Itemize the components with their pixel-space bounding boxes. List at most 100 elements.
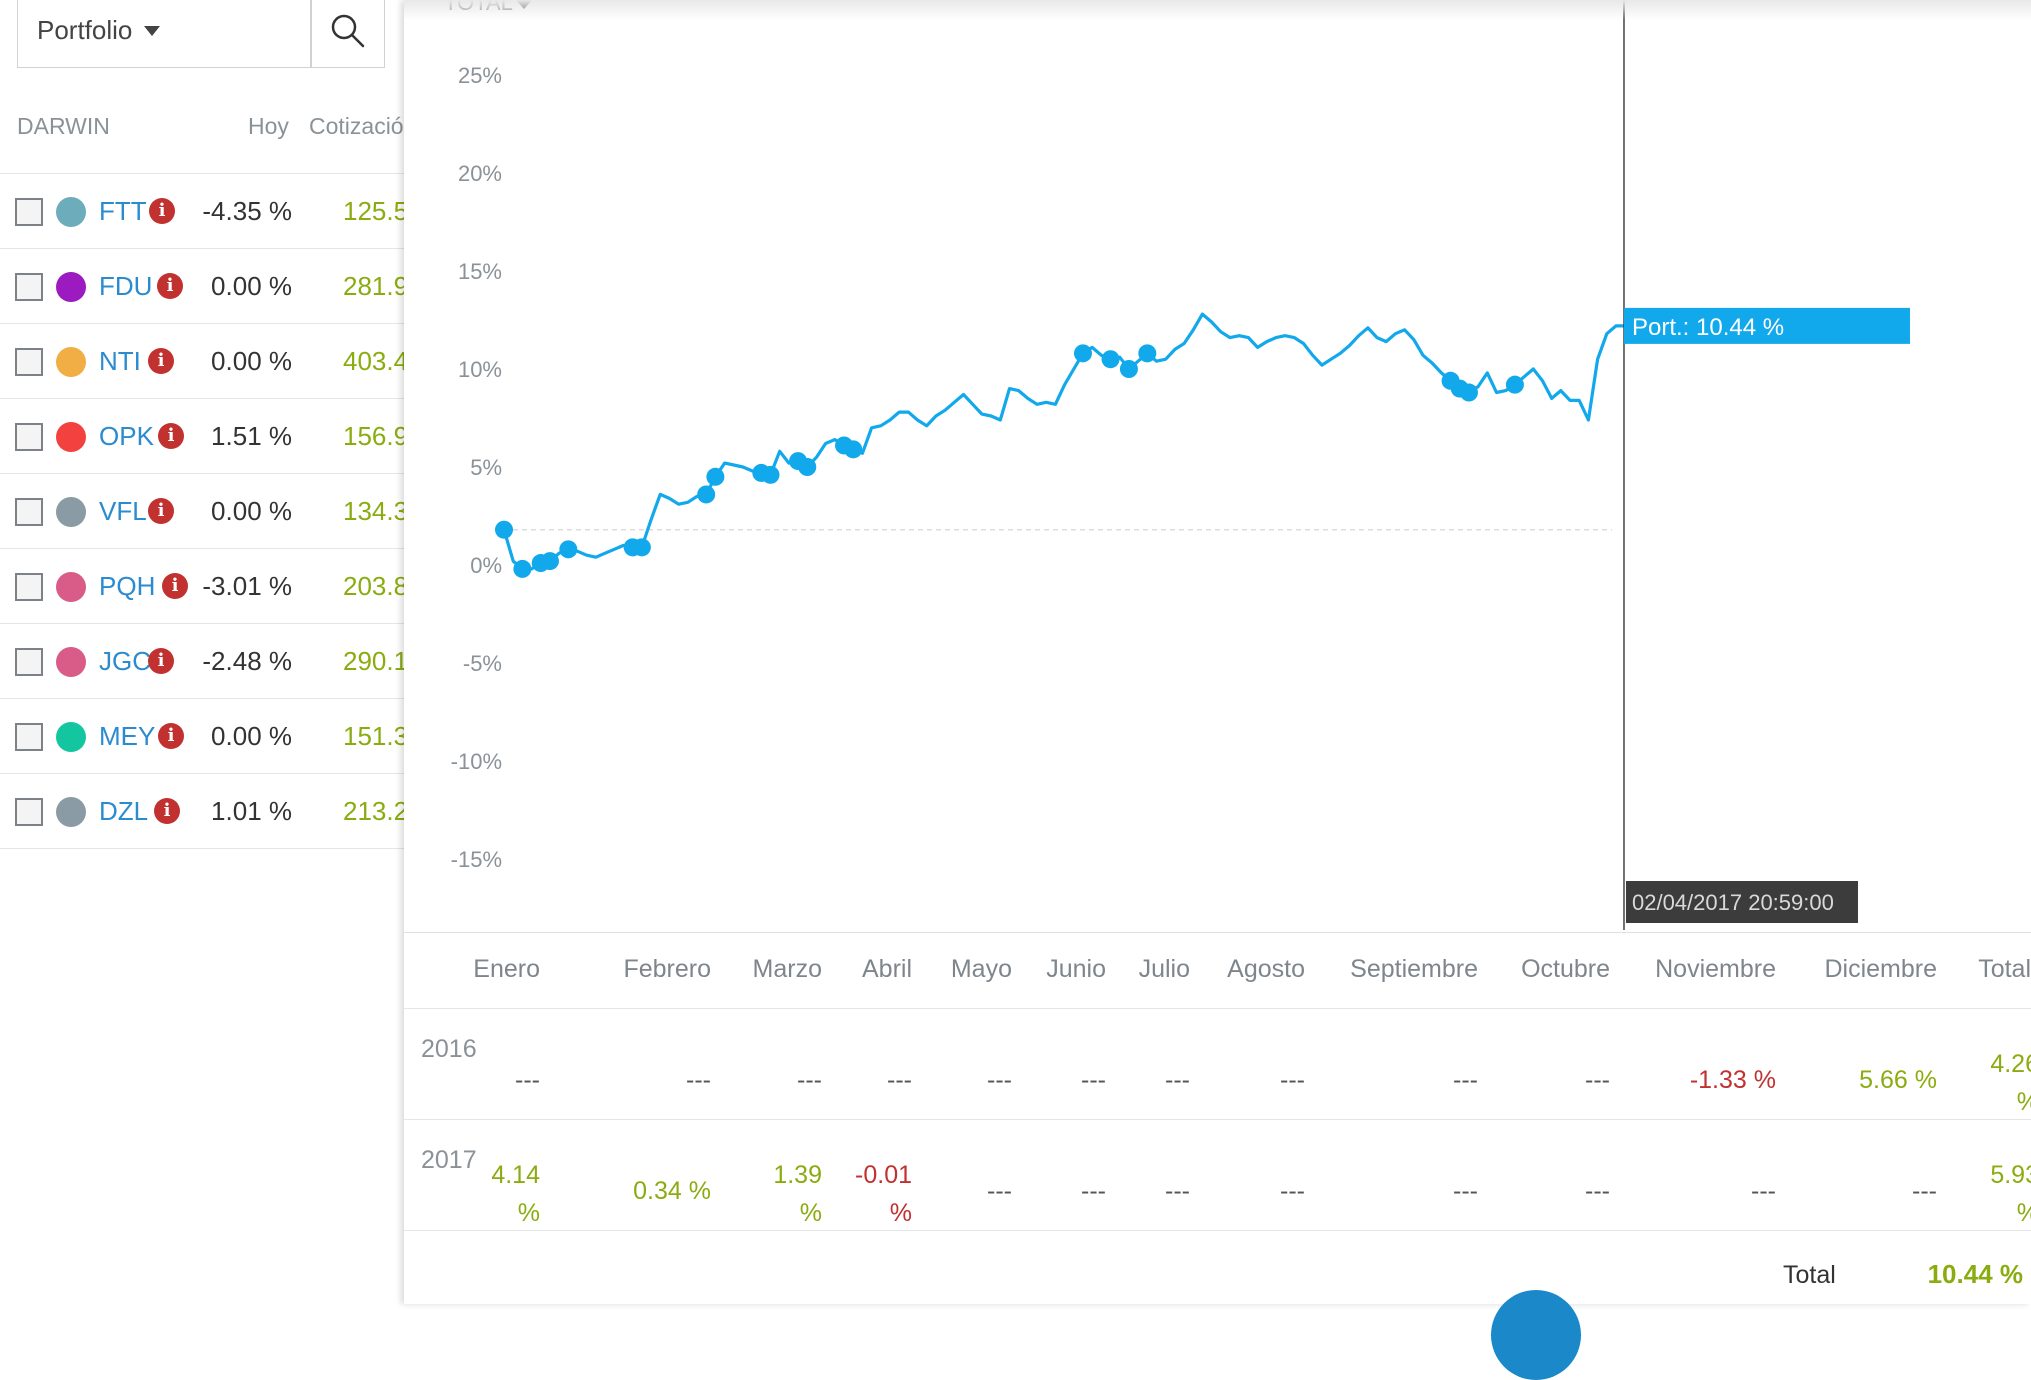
cell-text: 4.14 — [491, 1161, 540, 1189]
darwin-checkbox[interactable] — [15, 198, 43, 226]
search-icon[interactable] — [328, 11, 368, 51]
month-return-cell: --- — [1453, 1061, 1478, 1099]
info-icon[interactable]: i — [154, 798, 180, 824]
darwin-today-change: 0.00 % — [211, 721, 292, 751]
month-header: Julio — [1138, 955, 1190, 983]
month-return-cell: --- — [1081, 1061, 1106, 1099]
darwin-checkbox[interactable] — [15, 648, 43, 676]
darwin-row[interactable]: FDU i 0.00 % 281.9 — [0, 248, 404, 323]
column-header-darwin[interactable]: DARWIN — [17, 113, 110, 139]
info-icon[interactable]: i — [158, 723, 184, 749]
y-axis-tick-label: 15% — [458, 259, 502, 284]
darwin-color-dot — [56, 422, 86, 452]
month-header: Agosto — [1227, 955, 1305, 983]
total-label: Total — [1783, 1261, 1836, 1289]
month-header: Septiembre — [1350, 955, 1478, 983]
value-tooltip — [1623, 307, 1910, 344]
darwin-row[interactable]: PQH i -3.01 % 203.8 — [0, 548, 404, 623]
info-icon[interactable]: i — [158, 423, 184, 449]
darwin-row[interactable]: VFL i 0.00 % 134.3 — [0, 473, 404, 548]
darwin-checkbox[interactable] — [15, 423, 43, 451]
darwin-checkbox[interactable] — [15, 273, 43, 301]
darwin-list-panel: Portfolio DARWIN Hoy Cotizació FTT i -4.35… — [0, 0, 404, 1304]
darwin-color-dot — [56, 797, 86, 827]
month-return-cell: 5.93% — [1990, 1156, 2031, 1232]
darwin-checkbox[interactable] — [15, 573, 43, 601]
month-return-cell: --- — [1081, 1172, 1106, 1210]
table-header-row: Enero Febrero Marzo Abril Mayo Junio Julio Agos… — [404, 933, 2031, 1008]
column-header-quote[interactable]: Cotizació — [309, 113, 404, 139]
darwin-quote: 290.1 — [343, 646, 404, 676]
darwin-color-dot — [56, 647, 86, 677]
trade-marker — [540, 552, 559, 571]
y-axis-tick-label: 5% — [470, 455, 502, 480]
darwin-quote: 156.9 — [343, 421, 404, 451]
darwin-code[interactable]: OPK — [99, 421, 154, 451]
y-axis-tick-label: 10% — [458, 357, 502, 382]
darwin-color-dot — [56, 272, 86, 302]
cell-text: --- — [1751, 1177, 1776, 1205]
darwin-row[interactable]: MEY i 0.00 % 151.3 — [0, 698, 404, 773]
info-icon[interactable]: i — [148, 348, 174, 374]
darwin-row[interactable]: OPK i 1.51 % 156.9 — [0, 398, 404, 473]
darwin-code[interactable]: FTT — [99, 196, 147, 226]
trade-marker — [495, 520, 513, 539]
y-axis-tick-label: -10% — [451, 749, 502, 774]
darwin-checkbox[interactable] — [15, 798, 43, 826]
darwin-checkbox[interactable] — [15, 348, 43, 376]
month-return-cell: 5.66 % — [1859, 1061, 1937, 1099]
month-return-cell: --- — [1585, 1061, 1610, 1099]
year-label: 2017 — [421, 1146, 477, 1174]
info-icon[interactable]: i — [148, 498, 174, 524]
selector-divider — [310, 0, 312, 67]
info-icon[interactable]: i — [157, 273, 183, 299]
cell-text: --- — [797, 1066, 822, 1094]
month-header: Mayo — [950, 955, 1012, 983]
month-return-cell: --- — [1280, 1061, 1305, 1099]
info-icon[interactable]: i — [162, 573, 188, 599]
trade-marker — [761, 465, 780, 484]
month-return-cell: --- — [686, 1061, 711, 1099]
cell-text: 5.66 % — [1859, 1066, 1937, 1094]
date-tooltip — [1625, 881, 1858, 923]
month-return-cell: --- — [1912, 1172, 1937, 1210]
trade-marker — [798, 458, 817, 476]
darwin-code[interactable]: NTI — [99, 346, 141, 376]
info-icon[interactable]: i — [149, 198, 175, 224]
y-axis-tick-label: -5% — [463, 651, 502, 676]
darwin-row[interactable]: FTT i -4.35 % 125.5 — [0, 173, 404, 248]
darwin-today-change: -2.48 % — [202, 646, 292, 676]
total-value: 10.44 % — [1927, 1259, 2023, 1289]
column-header-today[interactable]: Hoy — [248, 113, 289, 139]
darwin-row[interactable]: NTI i 0.00 % 403.4 — [0, 323, 404, 398]
darwin-code[interactable]: FDU — [99, 271, 153, 301]
darwin-row[interactable]: DZL i 1.01 % 213.2 — [0, 773, 404, 849]
darwin-code[interactable]: PQH — [99, 571, 156, 601]
darwin-checkbox[interactable] — [15, 498, 43, 526]
darwin-today-change: 1.51 % — [211, 421, 292, 451]
month-return-cell: --- — [1280, 1172, 1305, 1210]
month-header: Abril — [861, 955, 912, 983]
info-icon[interactable]: i — [148, 648, 174, 674]
portfolio-series-line — [502, 312, 1626, 571]
cell-text: --- — [1585, 1066, 1610, 1094]
portfolio-selector[interactable]: Portfolio — [17, 0, 385, 68]
darwin-today-change: 1.01 % — [211, 796, 292, 826]
darwin-checkbox[interactable] — [15, 723, 43, 751]
table-row: 2017 4.14% 0.34 % 1.39% -0.01% --- --- --- --- --… — [404, 1119, 2031, 1230]
cell-text: -1.33 % — [1689, 1066, 1776, 1094]
cell-text: --- — [686, 1066, 711, 1094]
month-return-cell: 1.39% — [773, 1156, 822, 1232]
cell-text: --- — [1453, 1177, 1478, 1205]
performance-chart[interactable]: TOTAL25%20%15%10%5%0%-5%-10%-15%Port.: 1… — [404, 0, 2031, 930]
cell-text: --- — [1165, 1066, 1190, 1094]
darwin-code[interactable]: VFL — [99, 496, 147, 526]
month-return-cell: --- — [797, 1061, 822, 1099]
cell-text: --- — [1081, 1177, 1106, 1205]
darwin-row[interactable]: JGC i -2.48 % 290.1 — [0, 623, 404, 698]
darwin-code[interactable]: MEY — [99, 721, 156, 751]
darwin-code[interactable]: DZL — [99, 796, 149, 826]
darwin-code[interactable]: JGC — [99, 646, 151, 676]
cell-text: 1.39 — [773, 1161, 822, 1189]
cell-text: -0.01 — [855, 1161, 912, 1189]
